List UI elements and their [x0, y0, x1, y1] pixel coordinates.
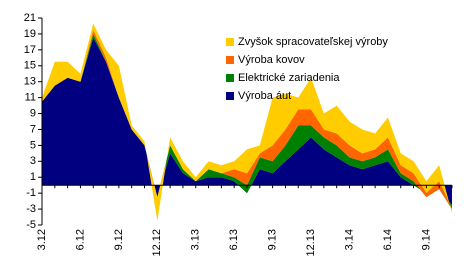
area [42, 37, 452, 206]
legend-label: Elektrické zariadenia [238, 72, 340, 84]
legend-swatch [226, 92, 234, 100]
y-tick-label: 17 [24, 44, 36, 56]
legend-swatch [226, 56, 234, 64]
legend-label: Výroba áut [238, 90, 291, 102]
x-tick-label: 3.13 [190, 229, 202, 250]
y-tick-label: 11 [25, 92, 36, 104]
legend-swatch [226, 38, 234, 46]
y-tick-label: 19 [24, 28, 36, 40]
x-tick-label: 6.12 [74, 229, 86, 250]
y-tick-label: 9 [30, 107, 36, 119]
y-tick-label: 5 [30, 139, 36, 151]
x-tick-label: 6.14 [382, 229, 394, 250]
legend-label: Výroba kovov [238, 54, 305, 66]
y-tick-label: 15 [24, 60, 36, 72]
area [42, 33, 452, 210]
y-tick-label: -5 [26, 219, 36, 231]
x-tick-label: 6.13 [228, 229, 240, 250]
y-tick-label: -1 [26, 187, 36, 199]
y-tick-label: 13 [24, 76, 36, 88]
y-tick-label: 1 [30, 171, 36, 183]
x-tick-label: 3.14 [343, 229, 355, 250]
x-tick-label: 9.13 [267, 229, 279, 250]
x-tick-label: 3.12 [36, 229, 48, 250]
x-tick-label: 9.14 [420, 229, 432, 250]
x-tick-label: 12.12 [151, 229, 163, 257]
y-tick-label: 3 [30, 155, 36, 167]
legend-swatch [226, 74, 234, 82]
x-tick-label: 12.13 [305, 229, 317, 257]
legend-label: Zvyšok spracovateľskej výroby [238, 36, 388, 48]
y-tick-label: 7 [30, 123, 36, 135]
y-tick-label: -3 [26, 203, 36, 215]
x-tick-label: 9.12 [113, 229, 125, 250]
y-tick-label: 21 [24, 12, 36, 24]
